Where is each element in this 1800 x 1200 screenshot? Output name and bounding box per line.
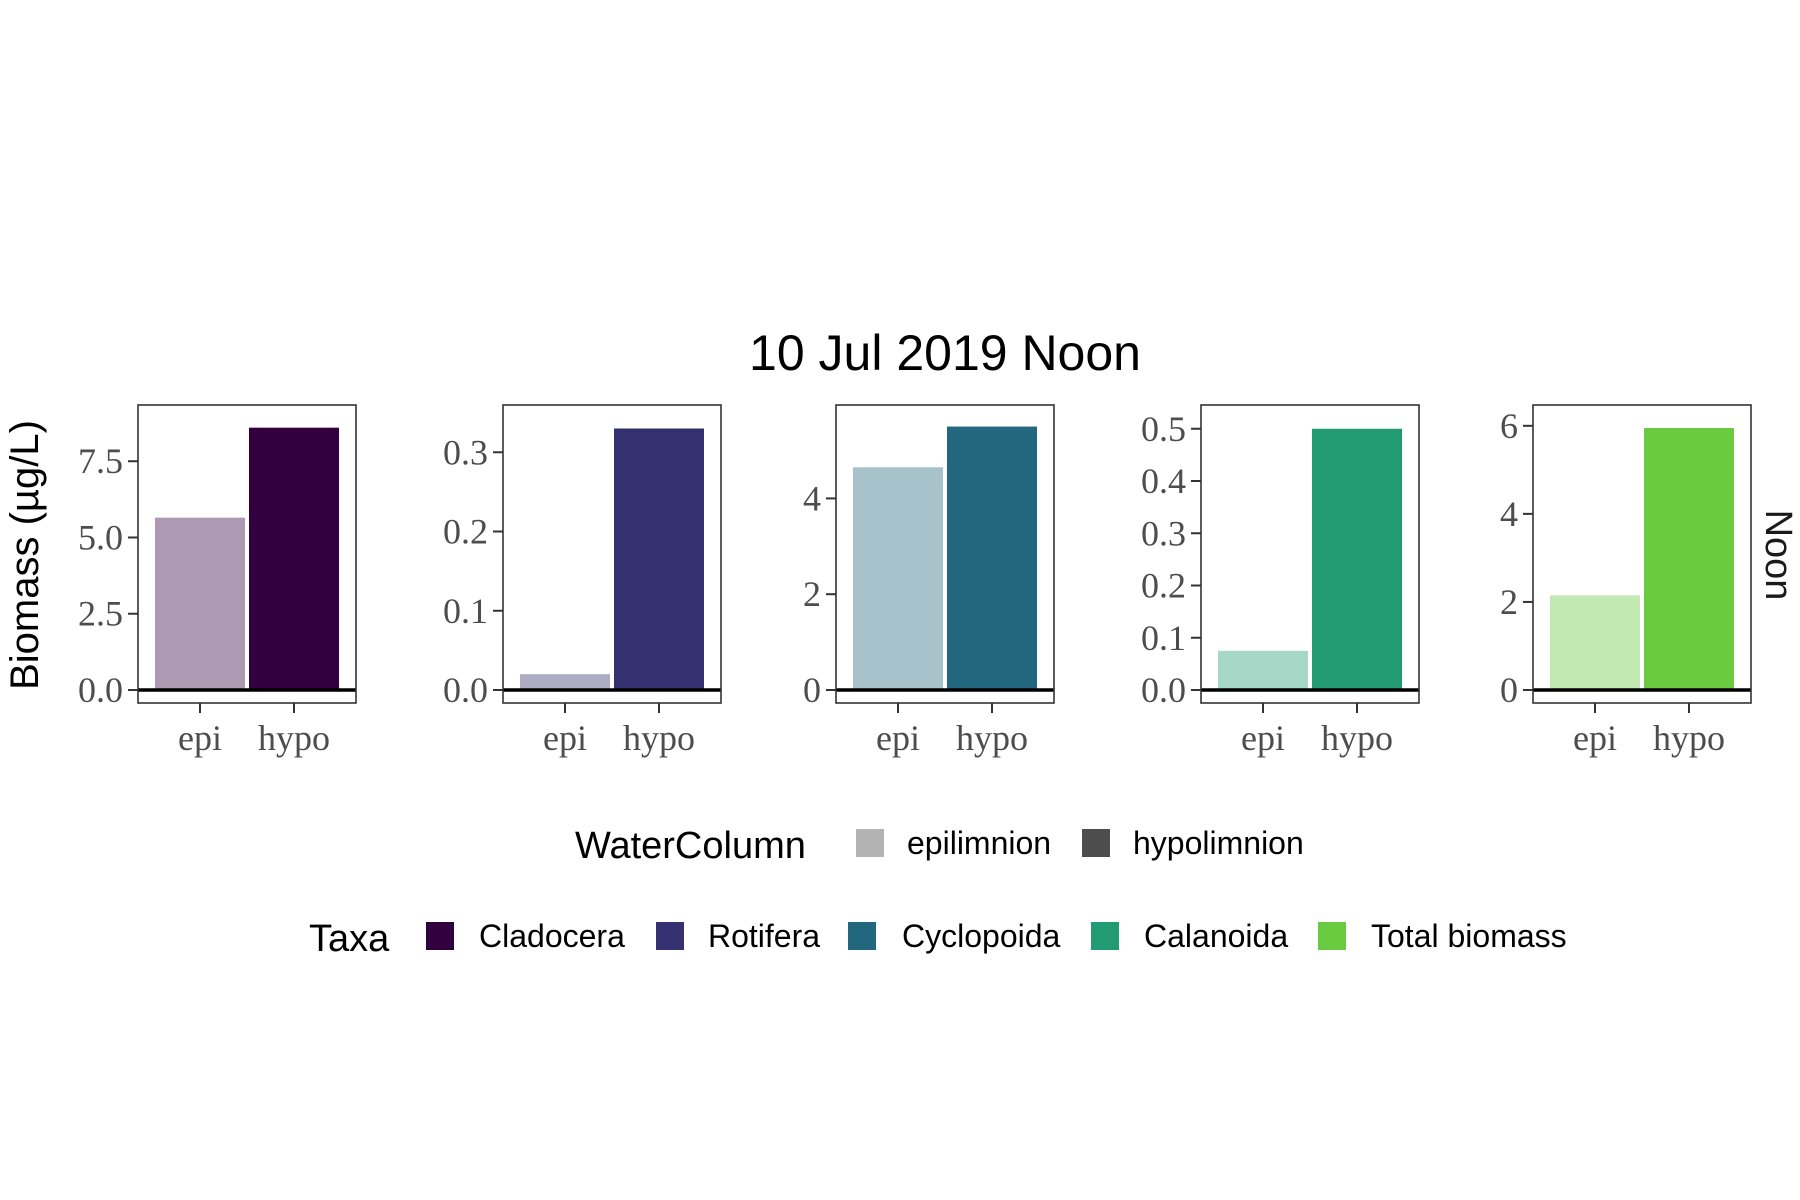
y-tick-label-cyclopoida-0: 0 — [803, 670, 821, 710]
x-tick-label-total-biomass-epi: epi — [1573, 718, 1617, 758]
facet-strip-label: Noon — [1757, 510, 1799, 601]
x-tick-label-cladocera-hypo: hypo — [258, 718, 330, 758]
legend-label-cyclopoida: Cyclopoida — [902, 918, 1061, 954]
bar-total-biomass-hypo — [1644, 428, 1734, 690]
y-tick-label-calanoida-5: 0.5 — [1141, 409, 1186, 449]
bar-rotifera-hypo — [614, 428, 704, 690]
y-tick-label-total-biomass-0: 0 — [1500, 670, 1518, 710]
legend-watercolumn: WaterColumn epilimnion hypolimnion — [575, 825, 1304, 867]
panel-cladocera: epi hypo 0.0 2.5 5.0 7.5 — [78, 404, 357, 758]
bar-cyclopoida-hypo — [947, 426, 1037, 690]
y-tick-label-rotifera-3: 0.3 — [443, 432, 488, 472]
x-tick-label-cladocera-epi: epi — [178, 718, 222, 758]
y-tick-label-cladocera-0: 0.0 — [78, 670, 123, 710]
legend-watercolumn-title: WaterColumn — [575, 825, 806, 867]
y-tick-label-cladocera-2: 5.0 — [78, 517, 123, 557]
bar-cladocera-epi — [155, 517, 245, 690]
bar-total-biomass-epi — [1550, 595, 1640, 690]
bar-calanoida-hypo — [1312, 428, 1402, 690]
panel-frame-calanoida — [1200, 404, 1420, 704]
y-tick-label-cyclopoida-1: 2 — [803, 574, 821, 614]
legend-taxa: Taxa Cladocera Rotifera Cyclopoida Calan… — [309, 918, 1567, 960]
x-tick-label-total-biomass-hypo: hypo — [1653, 718, 1725, 758]
y-tick-label-cladocera-1: 2.5 — [78, 594, 123, 634]
legend-taxa-title: Taxa — [309, 918, 390, 960]
panel-frame-cyclopoida — [835, 404, 1055, 704]
panel-calanoida: epi hypo 0.0 0.1 0.2 0.3 0.4 0.5 — [1141, 404, 1420, 758]
bar-calanoida-epi — [1218, 650, 1308, 690]
y-tick-label-calanoida-1: 0.1 — [1141, 618, 1186, 658]
legend-swatch-hypolimnion — [1082, 829, 1110, 857]
x-tick-label-cyclopoida-epi: epi — [876, 718, 920, 758]
y-tick-label-calanoida-3: 0.3 — [1141, 513, 1186, 553]
y-tick-label-calanoida-2: 0.2 — [1141, 566, 1186, 606]
x-tick-label-cyclopoida-hypo: hypo — [956, 718, 1028, 758]
legend-label-cladocera: Cladocera — [479, 918, 625, 954]
y-tick-label-rotifera-0: 0.0 — [443, 670, 488, 710]
panel-total-biomass: epi hypo 0 2 4 6 — [1500, 404, 1752, 758]
panel-cyclopoida: epi hypo 0 2 4 — [803, 404, 1055, 758]
panel-frame-rotifera — [502, 404, 722, 704]
y-tick-label-rotifera-2: 0.2 — [443, 512, 488, 552]
y-axis-label: Biomass (µg/L) — [3, 420, 47, 690]
y-tick-label-cyclopoida-2: 4 — [803, 478, 821, 518]
y-tick-label-calanoida-0: 0.0 — [1141, 670, 1186, 710]
legend-swatch-total-biomass — [1318, 922, 1346, 950]
x-tick-label-rotifera-hypo: hypo — [623, 718, 695, 758]
chart-title: 10 Jul 2019 Noon — [749, 325, 1141, 381]
y-tick-label-total-biomass-1: 2 — [1500, 582, 1518, 622]
panel-frame-total-biomass — [1532, 404, 1752, 704]
bar-rotifera-epi — [520, 674, 610, 690]
y-tick-label-total-biomass-3: 6 — [1500, 406, 1518, 446]
legend-swatch-cyclopoida — [848, 922, 876, 950]
bar-cyclopoida-epi — [853, 467, 943, 690]
x-tick-label-calanoida-epi: epi — [1241, 718, 1285, 758]
legend-label-total-biomass: Total biomass — [1371, 918, 1567, 954]
legend-label-calanoida: Calanoida — [1144, 918, 1288, 954]
y-tick-label-total-biomass-2: 4 — [1500, 494, 1518, 534]
y-tick-label-rotifera-1: 0.1 — [443, 591, 488, 631]
x-tick-label-calanoida-hypo: hypo — [1321, 718, 1393, 758]
panel-rotifera: epi hypo 0.0 0.1 0.2 0.3 — [443, 404, 722, 758]
legend-swatch-rotifera — [656, 922, 684, 950]
legend-swatch-cladocera — [426, 922, 454, 950]
legend-swatch-calanoida — [1091, 922, 1119, 950]
x-tick-label-rotifera-epi: epi — [543, 718, 587, 758]
legend-label-rotifera: Rotifera — [708, 918, 820, 954]
y-tick-label-cladocera-3: 7.5 — [78, 441, 123, 481]
legend-label-epilimnion: epilimnion — [907, 825, 1051, 861]
panel-frame-cladocera — [137, 404, 357, 704]
legend-swatch-epilimnion — [856, 829, 884, 857]
y-tick-label-calanoida-4: 0.4 — [1141, 461, 1186, 501]
legend-label-hypolimnion: hypolimnion — [1133, 825, 1304, 861]
bar-cladocera-hypo — [249, 427, 339, 690]
